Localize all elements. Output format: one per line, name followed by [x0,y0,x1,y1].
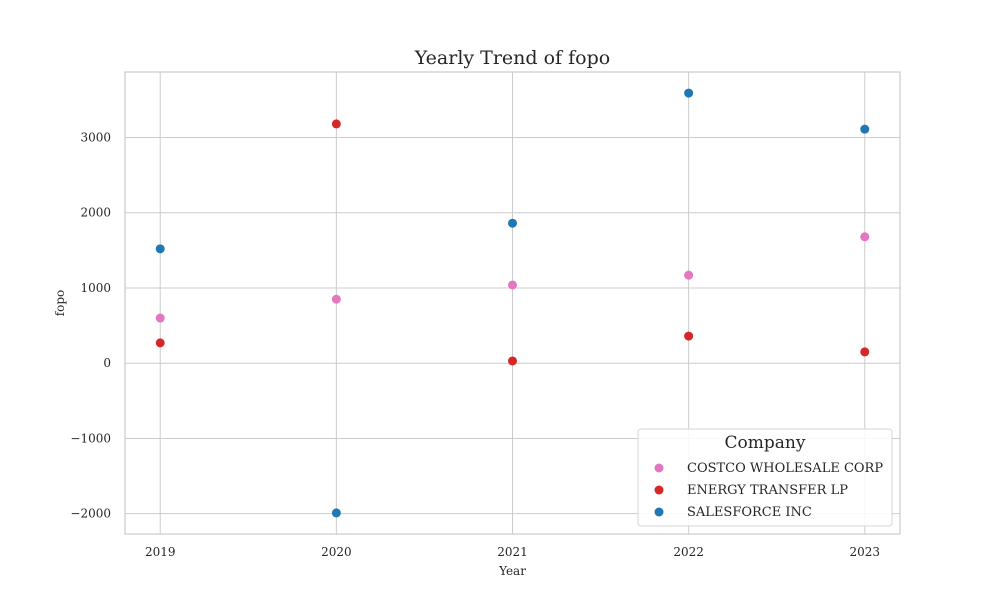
x-axis-title: Year [498,564,526,578]
data-point [331,508,341,518]
data-point [155,338,165,348]
data-point [860,124,870,134]
data-points [155,88,870,518]
legend-label: ENERGY TRANSFER LP [687,483,848,498]
data-point [508,280,517,290]
chart-title: Yearly Trend of fopo [414,47,610,69]
plot-frame [124,71,901,535]
x-tick-label: 2019 [145,545,176,559]
legend-title: Company [725,433,806,453]
data-point [155,313,165,323]
data-point [331,119,341,129]
data-point [331,294,341,304]
x-tick-label: 2021 [497,545,528,559]
legend: Company COSTCO WHOLESALE CORP ENERGY TRAN… [637,428,893,527]
y-axis-title: fopo [53,290,67,317]
y-tick-label: −2000 [70,507,111,521]
x-tick-label: 2023 [849,545,880,559]
y-tick-labels: −2000 −1000 0 1000 2000 3000 [70,130,111,520]
data-point [860,347,870,357]
legend-label: COSTCO WHOLESALE CORP [687,461,883,476]
y-tick-label: 0 [103,356,111,370]
data-point [684,270,694,280]
x-tick-label: 2022 [673,545,704,559]
x-tick-label: 2020 [321,545,352,559]
legend-box [637,428,893,527]
legend-label: SALESFORCE INC [687,505,812,520]
legend-marker [654,463,664,473]
data-point [508,218,517,228]
legend-items: COSTCO WHOLESALE CORP ENERGY TRANSFER LP S… [654,461,883,520]
legend-marker [654,507,664,517]
x-tick-labels: 2019 2020 2021 2022 2023 [145,545,880,559]
data-point [684,331,694,341]
y-tick-label: 1000 [80,281,111,295]
data-point [508,356,517,366]
data-point [155,244,165,254]
data-point [684,88,694,98]
legend-marker [654,485,664,495]
data-point [860,232,870,242]
y-tick-label: −1000 [70,431,111,445]
y-tick-label: 2000 [80,206,111,220]
y-tick-label: 3000 [80,130,111,144]
